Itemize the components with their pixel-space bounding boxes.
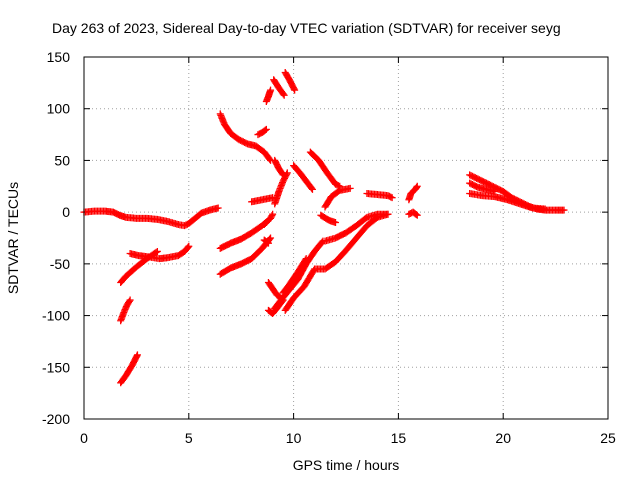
data-point	[308, 184, 316, 192]
data-point	[388, 194, 396, 202]
data-point	[301, 256, 309, 264]
y-tick-label: -100	[42, 308, 70, 324]
y-tick-label: -150	[42, 359, 70, 375]
data-point	[264, 239, 272, 247]
series-track-10	[260, 236, 272, 247]
series-track-11	[260, 218, 270, 229]
data-point	[291, 86, 299, 94]
data-point	[261, 220, 269, 228]
data-point	[133, 351, 141, 359]
data-point	[267, 234, 275, 242]
x-tick-label: 10	[286, 430, 302, 446]
data-point	[153, 247, 161, 255]
plot-frame	[83, 56, 609, 420]
series-track-33	[466, 179, 499, 195]
data-point	[290, 85, 298, 93]
series-track-28	[363, 190, 396, 202]
series-track-15	[262, 86, 275, 105]
data-point	[413, 211, 421, 219]
series-track-30	[405, 208, 421, 219]
x-tick-label: 5	[185, 430, 193, 446]
data-point	[279, 171, 287, 179]
y-tick-label: -50	[50, 256, 70, 272]
data-point	[560, 206, 568, 214]
data-point	[280, 91, 288, 99]
y-tick-label: 100	[47, 101, 71, 117]
data-point	[133, 352, 141, 360]
x-tick-label: 25	[600, 430, 616, 446]
series-track-16	[270, 76, 288, 99]
data-point	[387, 193, 395, 201]
series-track-22	[279, 255, 310, 297]
series-track-21	[281, 210, 392, 314]
chart-title: Day 263 of 2023, Sidereal Day-to-day VTE…	[52, 20, 561, 36]
series-track-26	[321, 184, 354, 211]
data-point	[262, 218, 270, 226]
series-track-09	[254, 125, 270, 139]
data-point	[384, 210, 392, 218]
series-track-25	[306, 148, 344, 190]
y-tick-labels: -200 -150 -100 -50 0 50 100 150	[42, 49, 70, 427]
series-track-05	[117, 351, 141, 387]
x-tick-label: 15	[391, 430, 407, 446]
data-point	[413, 182, 421, 190]
series-track-07	[216, 234, 275, 278]
data-point	[269, 210, 277, 218]
series-track-08	[216, 110, 275, 164]
data-points	[80, 69, 568, 387]
data-point	[125, 297, 133, 305]
series-track-29	[405, 182, 421, 204]
data-point	[308, 185, 316, 193]
series-track-04	[117, 296, 134, 325]
y-axis-title: SDTVAR / TECUs	[5, 182, 21, 294]
data-point	[268, 212, 276, 220]
y-tick-label: 0	[62, 204, 70, 220]
data-point	[541, 205, 549, 213]
data-point	[184, 243, 192, 251]
series-track-27	[317, 211, 340, 226]
x-tick-label: 0	[80, 430, 88, 446]
series-track-01	[80, 204, 222, 230]
x-axis-title: GPS time / hours	[293, 457, 400, 473]
data-point	[318, 238, 326, 246]
data-point	[413, 183, 421, 191]
series-track-03	[126, 242, 193, 263]
data-point	[302, 255, 310, 263]
data-point	[279, 90, 287, 98]
data-point	[214, 204, 222, 212]
series-track-24	[290, 162, 316, 193]
data-point	[263, 238, 271, 246]
data-point	[266, 155, 274, 163]
x-tick-labels: 0 5 10 15 20 25	[80, 430, 616, 446]
data-point	[278, 170, 286, 178]
series-track-19	[264, 278, 285, 302]
data-point	[261, 126, 269, 134]
series-track-12	[248, 194, 277, 206]
series-track-14	[271, 156, 287, 179]
grid-lines	[84, 57, 608, 419]
data-point	[267, 86, 275, 94]
series-track-31	[466, 171, 568, 214]
y-tick-label: -200	[42, 411, 70, 427]
axis-ticks	[83, 56, 609, 420]
y-tick-label: 50	[54, 152, 70, 168]
data-point	[491, 187, 499, 195]
x-tick-label: 20	[495, 430, 511, 446]
data-point	[332, 218, 340, 226]
data-point	[185, 242, 193, 250]
series-track-17	[281, 69, 299, 94]
series-track-32	[466, 190, 549, 213]
data-point	[262, 125, 270, 133]
data-point	[412, 210, 420, 218]
data-point	[283, 169, 291, 177]
y-tick-label: 150	[47, 49, 71, 65]
data-point	[126, 296, 134, 304]
series-track-23	[321, 210, 392, 245]
data-point	[346, 184, 354, 192]
